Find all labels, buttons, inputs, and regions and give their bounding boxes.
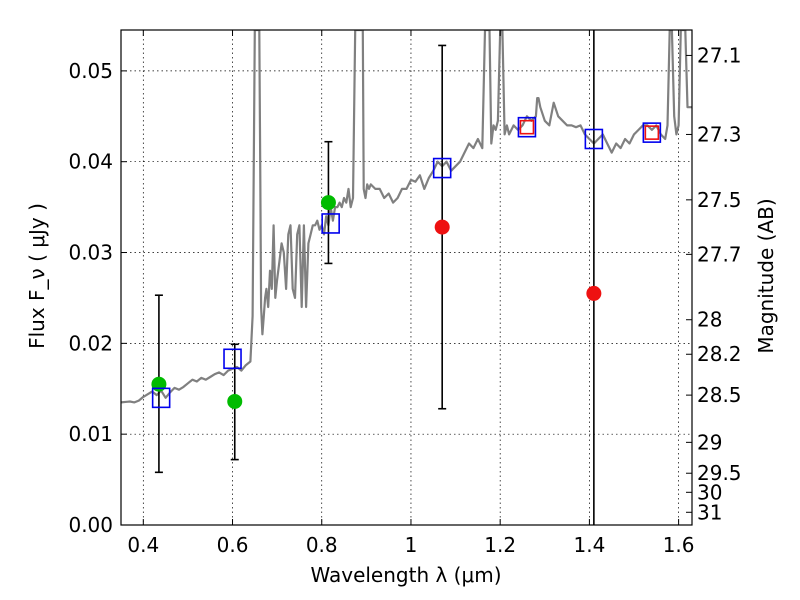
template-sed-layer — [121, 30, 692, 404]
magnitude-tick-label: 28.5 — [697, 383, 742, 407]
red-box-marker — [644, 125, 660, 140]
x-axis-ticks: 0.4 0.6 0.8 1 1.2 1.4 1.6 — [127, 30, 695, 557]
x-axis-title: Wavelength λ (μm) — [310, 563, 501, 587]
magnitude-tick-label: 27.3 — [697, 122, 742, 146]
blue-box-marker — [432, 157, 452, 179]
green-data-point — [151, 376, 167, 392]
x-tick-label: 0.8 — [306, 533, 338, 557]
y-tick-label: 0.02 — [68, 331, 113, 355]
blue-box-marker — [223, 348, 242, 370]
magnitude-tick-label: 28 — [697, 308, 722, 332]
blue-box-marker — [321, 213, 340, 234]
red-data-point — [586, 285, 602, 301]
blue-box-marker — [151, 387, 171, 409]
x-tick-label: 0.6 — [217, 533, 249, 557]
green-data-point — [320, 195, 336, 211]
blue-box-marker — [517, 116, 537, 138]
blue-box-marker — [642, 122, 662, 143]
x-tick-label: 1.6 — [663, 533, 695, 557]
y-tick-label: 0.05 — [68, 59, 113, 83]
x-tick-label: 1.4 — [573, 533, 605, 557]
y-tick-label: 0.03 — [68, 241, 113, 265]
points-layer — [151, 195, 602, 409]
model-boxes-layer — [151, 116, 662, 409]
y-axis-title: Flux F_ν ( μJy ) — [25, 203, 49, 349]
blue-box-marker — [584, 128, 604, 150]
magnitude-axis-title: Magnitude (AB) — [754, 198, 778, 353]
error-bars-layer — [154, 30, 595, 525]
x-tick-label: 1.2 — [484, 533, 516, 557]
magnitude-tick-label: 27.5 — [697, 188, 742, 212]
grid-lines — [121, 30, 692, 525]
template-sed-line — [121, 30, 692, 404]
magnitude-tick-label: 28.2 — [697, 342, 742, 366]
magnitude-tick-label: 27.1 — [697, 43, 742, 67]
magnitude-tick-label: 27.7 — [697, 242, 742, 266]
red-box-marker — [519, 119, 535, 135]
y-tick-label: 0.00 — [68, 513, 113, 537]
magnitude-tick-label: 29.5 — [697, 461, 742, 485]
y-tick-label: 0.04 — [68, 150, 113, 174]
red-data-point — [434, 219, 450, 235]
x-tick-label: 1 — [405, 533, 418, 557]
green-data-point — [227, 393, 243, 409]
magnitude-tick-label: 30 — [697, 480, 722, 504]
plot-frame — [120, 29, 693, 526]
x-tick-label: 0.4 — [127, 533, 159, 557]
y-axis-ticks: 0.00 0.01 0.02 0.03 0.04 0.05 — [68, 59, 127, 537]
magnitude-tick-label: 29 — [697, 430, 722, 454]
magnitude-tick-label: 31 — [697, 500, 722, 524]
y-tick-label: 0.01 — [68, 422, 113, 446]
